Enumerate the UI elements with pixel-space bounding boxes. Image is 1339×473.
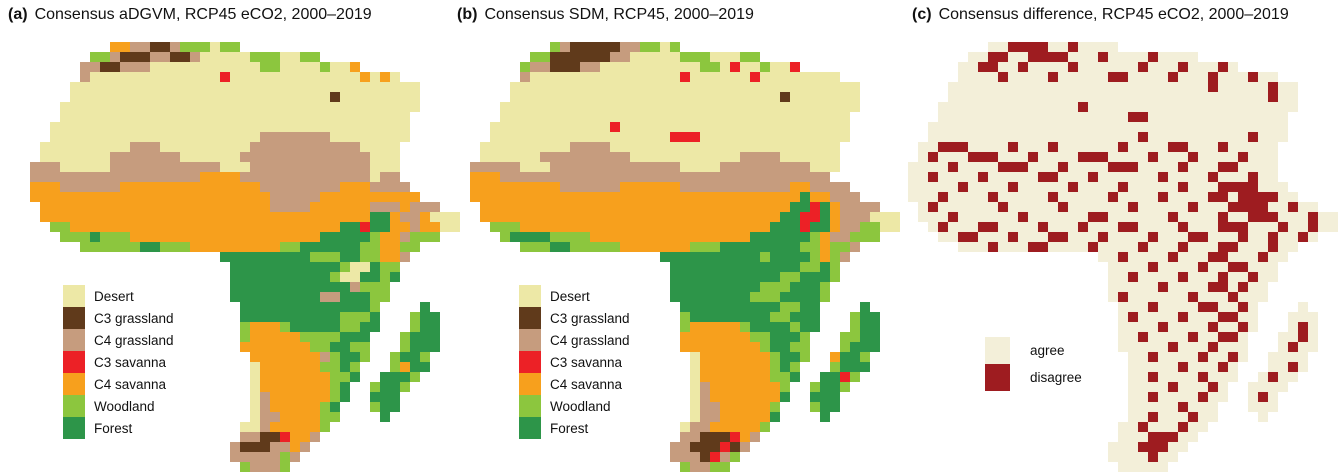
legend-label: Desert (94, 288, 134, 304)
legend-label: C3 savanna (94, 354, 167, 370)
legend-b: Desert C3 grassland C4 grassland C3 savanna… (519, 285, 630, 439)
panel-c-label: (c) (912, 6, 932, 23)
panel-a-title-text: Consensus aDGVM, RCP45 eCO2, 2000–2019 (34, 6, 372, 23)
legend-swatch (519, 307, 541, 329)
legend-label: C4 savanna (550, 376, 623, 392)
legend-swatch (985, 337, 1010, 364)
legend-item: Desert (519, 285, 630, 307)
map-canvas-b (470, 42, 900, 472)
legend-label: C3 grassland (550, 310, 630, 326)
legend-swatch (519, 351, 541, 373)
legend-item: C3 savanna (519, 351, 630, 373)
legend-item: Woodland (63, 395, 174, 417)
panel-b-title-text: Consensus SDM, RCP45, 2000–2019 (484, 6, 754, 23)
legend-swatch (985, 364, 1010, 391)
legend-label: agree (1030, 343, 1065, 358)
legend-item: C3 grassland (63, 307, 174, 329)
legend-label: Forest (94, 420, 133, 436)
legend-item: Forest (519, 417, 630, 439)
legend-label: C4 grassland (550, 332, 630, 348)
panel-a-title: (a) Consensus aDGVM, RCP45 eCO2, 2000–201… (8, 6, 372, 24)
legend-item: Desert (63, 285, 174, 307)
legend-swatch (63, 285, 85, 307)
legend-item: C4 grassland (63, 329, 174, 351)
legend-swatch (519, 285, 541, 307)
legend-item: Woodland (519, 395, 630, 417)
legend-swatch (63, 395, 85, 417)
legend-label: C3 savanna (550, 354, 623, 370)
legend-item: C4 savanna (519, 373, 630, 395)
legend-label: Woodland (94, 398, 155, 414)
legend-item: agree (985, 337, 1082, 364)
legend-swatch (519, 329, 541, 351)
legend-item: C3 savanna (63, 351, 174, 373)
legend-swatch (63, 351, 85, 373)
legend-swatch (63, 329, 85, 351)
panel-a-label: (a) (8, 6, 28, 23)
legend-item: C3 grassland (519, 307, 630, 329)
legend-label: C4 savanna (94, 376, 167, 392)
map-canvas-c (908, 42, 1338, 472)
map-canvas-a (30, 42, 460, 472)
legend-item: C4 grassland (519, 329, 630, 351)
legend-label: Forest (550, 420, 589, 436)
legend-label: disagree (1030, 370, 1082, 385)
panel-c-title: (c) Consensus difference, RCP45 eCO2, 200… (912, 6, 1289, 24)
legend-label: Woodland (550, 398, 611, 414)
legend-a: Desert C3 grassland C4 grassland C3 savanna… (63, 285, 174, 439)
legend-swatch (519, 373, 541, 395)
legend-item: C4 savanna (63, 373, 174, 395)
legend-c: agree disagree (985, 337, 1082, 391)
legend-label: Desert (550, 288, 590, 304)
legend-swatch (63, 307, 85, 329)
panel-c-title-text: Consensus difference, RCP45 eCO2, 2000–2… (938, 6, 1289, 23)
legend-swatch (519, 395, 541, 417)
legend-swatch (63, 417, 85, 439)
legend-swatch (519, 417, 541, 439)
legend-item: Forest (63, 417, 174, 439)
legend-swatch (63, 373, 85, 395)
legend-label: C3 grassland (94, 310, 174, 326)
legend-item: disagree (985, 364, 1082, 391)
panel-b-title: (b) Consensus SDM, RCP45, 2000–2019 (457, 6, 754, 24)
panel-b-label: (b) (457, 6, 478, 23)
legend-label: C4 grassland (94, 332, 174, 348)
